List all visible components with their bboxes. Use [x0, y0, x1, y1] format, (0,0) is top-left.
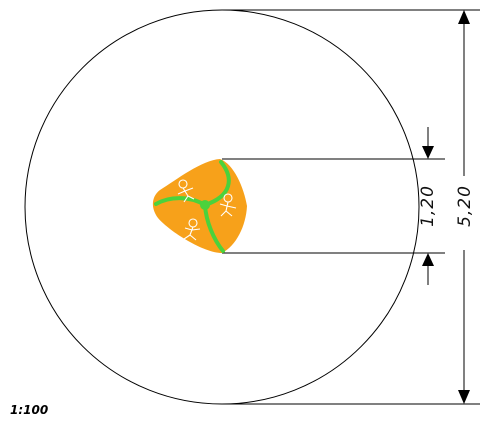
outer-dimension-label: 5,20 — [455, 185, 475, 227]
figure-decoration-1 — [177, 179, 195, 203]
play-element — [152, 159, 247, 253]
inner-arrow-top — [422, 146, 434, 159]
outer-arrow-bottom — [458, 390, 470, 404]
outer-arrow-top — [458, 10, 470, 24]
figure-decoration-3 — [183, 218, 201, 241]
scale-label: 1:100 — [10, 403, 48, 417]
inner-arrow-bottom — [422, 253, 434, 266]
play-element-stripe-1 — [203, 160, 231, 207]
play-element-body — [152, 159, 247, 253]
play-element-hub — [200, 200, 210, 210]
figure-decoration-2 — [219, 193, 237, 217]
inner-dimension-label: 1,20 — [418, 185, 438, 227]
